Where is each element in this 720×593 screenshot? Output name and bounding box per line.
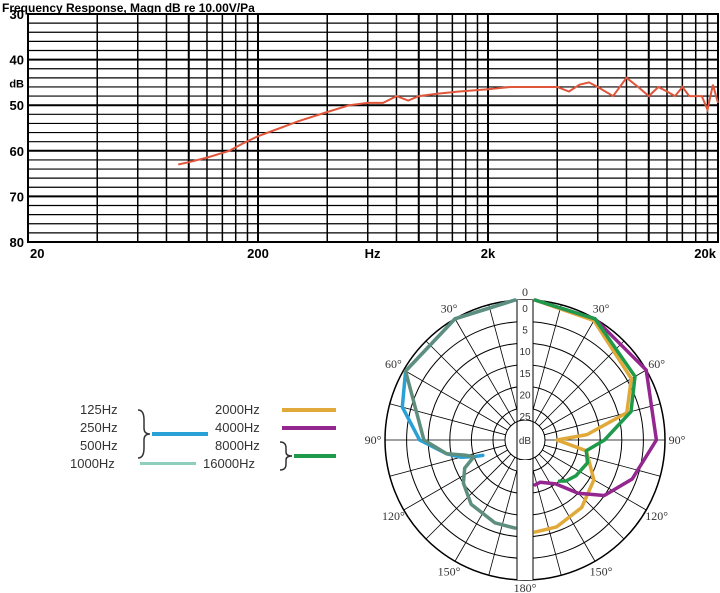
spoke bbox=[538, 453, 625, 540]
polar-grid bbox=[384, 299, 666, 581]
spoke bbox=[454, 457, 516, 562]
legend-label-500hz: 500Hz bbox=[80, 438, 118, 453]
angle-label: 90° bbox=[365, 433, 382, 447]
legend-label-250hz: 250Hz bbox=[80, 420, 118, 435]
y-tick-label: 40 bbox=[10, 53, 24, 68]
spoke bbox=[488, 304, 521, 421]
x-tick-label: 2k bbox=[481, 246, 496, 261]
series-line bbox=[177, 76, 719, 166]
radial-tick: 5 bbox=[522, 326, 528, 337]
angle-label: 120° bbox=[645, 509, 668, 523]
legend-label-16000hz: 16000Hz bbox=[203, 456, 256, 471]
spoke bbox=[542, 369, 647, 431]
spoke bbox=[529, 459, 562, 576]
spoke bbox=[538, 340, 625, 427]
legend-label-8000hz: 8000Hz bbox=[215, 438, 260, 453]
radial-tick: dB bbox=[519, 436, 532, 447]
radial-tick: 0 bbox=[522, 304, 528, 315]
angle-label: 90° bbox=[669, 433, 686, 447]
legend: 125Hz 250Hz 500Hz 1000Hz 2000Hz 4000Hz 8… bbox=[60, 398, 360, 478]
radial-tick: 20 bbox=[519, 390, 531, 401]
spoke bbox=[534, 318, 596, 423]
y-tick-label: dB bbox=[9, 78, 24, 90]
legend-label-2000hz: 2000Hz bbox=[215, 402, 260, 417]
spoke bbox=[529, 304, 562, 421]
angle-label: 150° bbox=[590, 565, 613, 579]
x-tick-label: 200 bbox=[247, 246, 269, 261]
y-tick-label: 30 bbox=[10, 7, 24, 22]
legend-label-1000hz: 1000Hz bbox=[70, 456, 115, 471]
x-tick-label: 20 bbox=[30, 246, 44, 261]
polar-curve bbox=[533, 298, 659, 498]
y-tick-label: 70 bbox=[10, 189, 24, 204]
radial-tick-labels: 0 5 10 15 20 25 dB bbox=[519, 304, 532, 447]
angle-label: 150° bbox=[438, 565, 461, 579]
spoke bbox=[403, 369, 508, 431]
spoke bbox=[544, 403, 661, 436]
spoke bbox=[488, 459, 521, 576]
label-band bbox=[517, 300, 533, 420]
legend-lines-right bbox=[279, 408, 336, 471]
y-tick-labels: 30 40 dB 50 60 70 80 bbox=[9, 7, 24, 250]
legend-label-4000hz: 4000Hz bbox=[215, 420, 260, 435]
spoke bbox=[454, 318, 516, 423]
polar-curves bbox=[400, 298, 659, 534]
polar-pattern-chart: 0 5 10 15 20 25 dB 0 30° 60° 90° 120° 150° 180° 150° 1… bbox=[365, 285, 686, 593]
legend-label-125hz: 125Hz bbox=[80, 402, 118, 417]
angle-labels: 0 30° 60° 90° 120° 150° 180° 150° 120° 90° 60° 30° bbox=[365, 285, 686, 593]
grid bbox=[27, 13, 718, 243]
x-tick-label: 20k bbox=[694, 246, 716, 261]
angle-label: 60° bbox=[648, 357, 665, 371]
angle-label: 180° bbox=[514, 581, 537, 593]
angle-label: 60° bbox=[385, 357, 402, 371]
spoke bbox=[425, 340, 512, 427]
angle-label: 30° bbox=[441, 301, 458, 315]
frequency-response-chart: Frequency Response, Magn dB re 10.00V/Pa… bbox=[2, 1, 719, 261]
spoke bbox=[389, 403, 506, 436]
y-tick-label: 50 bbox=[10, 98, 24, 113]
radial-tick: 25 bbox=[519, 412, 531, 423]
chart-title: Frequency Response, Magn dB re 10.00V/Pa bbox=[2, 1, 255, 15]
legend-brace-left bbox=[137, 409, 208, 459]
spoke bbox=[389, 444, 506, 477]
y-tick-label: 80 bbox=[10, 235, 24, 250]
y-tick-label: 60 bbox=[10, 144, 24, 159]
polar-curve bbox=[533, 298, 634, 534]
spoke bbox=[544, 444, 661, 477]
x-tick-label: Hz bbox=[365, 246, 381, 261]
x-tick-labels: 20 200 Hz 2k 20k bbox=[30, 246, 717, 261]
radial-tick: 15 bbox=[519, 369, 531, 380]
radial-tick: 10 bbox=[519, 347, 531, 358]
spoke bbox=[534, 457, 596, 562]
angle-label: 30° bbox=[593, 301, 610, 315]
polar-curve bbox=[403, 298, 517, 530]
label-band bbox=[517, 460, 533, 580]
legend-line-1000hz bbox=[140, 462, 196, 465]
angle-label: 0 bbox=[522, 285, 528, 299]
plot-frame bbox=[27, 13, 719, 243]
angle-label: 120° bbox=[382, 509, 405, 523]
polar-curve bbox=[533, 298, 637, 483]
spoke bbox=[403, 449, 508, 511]
